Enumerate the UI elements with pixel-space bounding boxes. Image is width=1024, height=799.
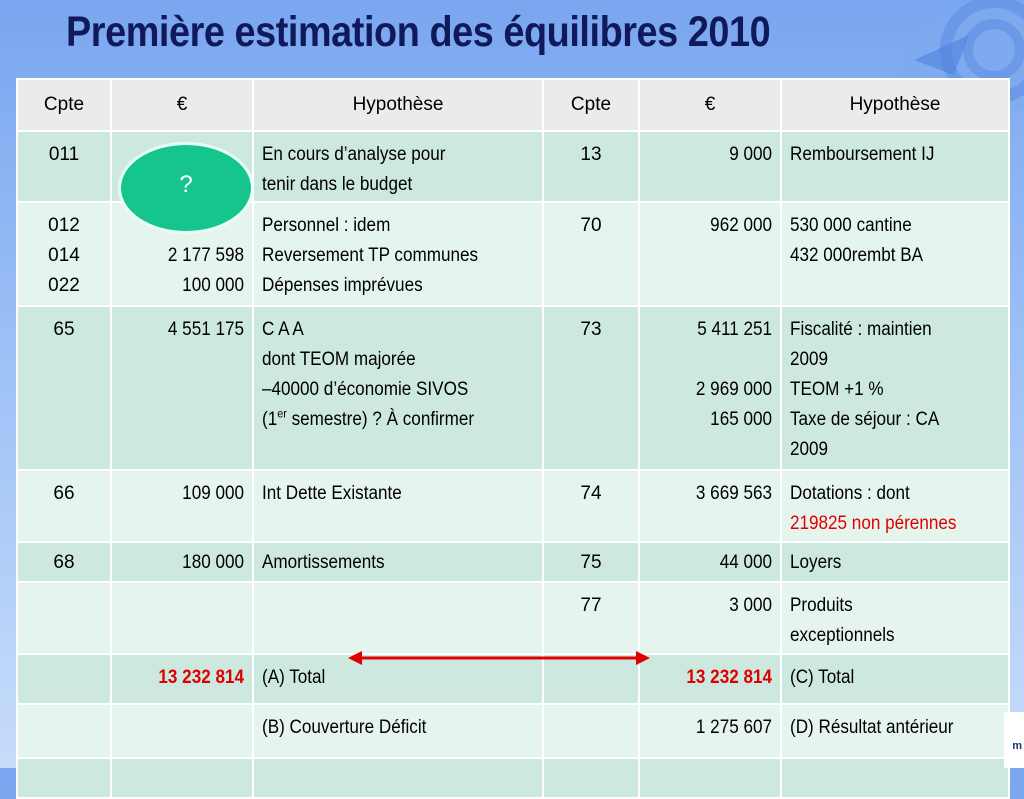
cell-euro-right: 3 000 — [638, 581, 782, 655]
cell-cpte-left — [16, 703, 112, 759]
cell-euro-right: 9 000 — [638, 130, 782, 203]
cell-cpte-right: 74 — [542, 469, 640, 543]
table-row: 66 109 000 Int Dette Existante 74 3 669 … — [16, 469, 1010, 543]
cell-hyp-left: En cours d’analyse pour tenir dans le bud… — [252, 130, 544, 203]
cell-hyp-right: (D) Résultat antérieur — [780, 703, 1010, 759]
table-row: 68 180 000 Amortissements 75 44 000 Loye… — [16, 541, 1010, 583]
cell-euro-left: 13 232 814 — [110, 653, 254, 705]
cell-hyp-left: Personnel : idem Reversement TP communes D… — [252, 201, 544, 307]
total-c-value: 13 232 814 — [686, 667, 772, 688]
cell-cpte-left — [16, 653, 112, 705]
cell-euro-right: 3 669 563 — [638, 469, 782, 543]
cell-hyp-right: Loyers — [780, 541, 1010, 583]
table-row — [16, 757, 1010, 799]
cell-cpte-left: 011 — [16, 130, 112, 203]
question-mark: ? — [179, 171, 193, 198]
question-oval: ? — [118, 142, 254, 234]
cell-euro-right: 13 232 814 — [638, 653, 782, 705]
cell-hyp-left — [252, 581, 544, 655]
cell-hyp-right: 530 000 cantine 432 000rembt BA — [780, 201, 1010, 307]
header-hypothese-left: Hypothèse — [252, 78, 544, 132]
cell-cpte-left: 66 — [16, 469, 112, 543]
page-title: Première estimation des équilibres 2010 — [66, 8, 771, 56]
header-euro-left: € — [110, 78, 254, 132]
cell-euro-right: 1 275 607 — [638, 703, 782, 759]
header-euro-right: € — [638, 78, 782, 132]
cell-euro-left — [110, 757, 254, 799]
cell-cpte-right — [542, 757, 640, 799]
cell-hyp-left — [252, 757, 544, 799]
table-header-row: Cpte € Hypothèse Cpte € Hypothèse — [16, 78, 1010, 132]
cell-hyp-right: Dotations : dont 219825 non pérennes — [780, 469, 1010, 543]
cell-euro-left — [110, 581, 254, 655]
cell-hyp-left: Amortissements — [252, 541, 544, 583]
total-a-value: 13 232 814 — [158, 667, 244, 688]
cell-cpte-left — [16, 757, 112, 799]
cell-euro-right: 962 000 — [638, 201, 782, 307]
cell-euro-left — [110, 703, 254, 759]
cell-cpte-right: 70 — [542, 201, 640, 307]
cell-hyp-right: Fiscalité : maintien 2009 TEOM +1 % Taxe de… — [780, 305, 1010, 471]
cell-euro-right: 5 411 251 2 969 000 165 000 — [638, 305, 782, 471]
cell-cpte-left: 012 014 022 — [16, 201, 112, 307]
cell-euro-left: 4 551 175 — [110, 305, 254, 471]
cell-cpte-right — [542, 703, 640, 759]
cell-cpte-right: 77 — [542, 581, 640, 655]
table-row: 65 4 551 175 C A A dont TEOM majorée –40… — [16, 305, 1010, 471]
cell-cpte-right — [542, 653, 640, 705]
table-row: 13 232 814 (A) Total 13 232 814 (C) Tota… — [16, 653, 1010, 705]
cell-hyp-left: (B) Couverture Déficit — [252, 703, 544, 759]
cell-hyp-right — [780, 757, 1010, 799]
table-row: 77 3 000 Produits exceptionnels — [16, 581, 1010, 655]
cell-cpte-right: 13 — [542, 130, 640, 203]
cell-euro-right: 44 000 — [638, 541, 782, 583]
cell-cpte-right: 75 — [542, 541, 640, 583]
table-row: 011 En cours d’analyse pour tenir dans le… — [16, 130, 1010, 203]
double-arrow-icon — [348, 651, 650, 665]
logo-fragment: m — [1004, 712, 1024, 768]
cell-hyp-left: Int Dette Existante — [252, 469, 544, 543]
table-row: (B) Couverture Déficit 1 275 607 (D) Rés… — [16, 703, 1010, 759]
cell-cpte-left: 65 — [16, 305, 112, 471]
cell-hyp-left: (A) Total — [252, 653, 544, 705]
cell-euro-left: 180 000 — [110, 541, 254, 583]
cell-hyp-right: Remboursement IJ — [780, 130, 1010, 203]
budget-table: Cpte € Hypothèse Cpte € Hypothèse 011 En… — [16, 78, 1010, 799]
cell-euro-left: 109 000 — [110, 469, 254, 543]
header-cpte-left: Cpte — [16, 78, 112, 132]
header-cpte-right: Cpte — [542, 78, 640, 132]
header-hypothese-right: Hypothèse — [780, 78, 1010, 132]
cell-cpte-right: 73 — [542, 305, 640, 471]
table-row: 012 014 022 2 177 598 100 000 Personnel : i… — [16, 201, 1010, 307]
cell-cpte-left: 68 — [16, 541, 112, 583]
cell-cpte-left — [16, 581, 112, 655]
cell-hyp-left: C A A dont TEOM majorée –40000 d’économi… — [252, 305, 544, 471]
cell-hyp-right: (C) Total — [780, 653, 1010, 705]
cell-euro-right — [638, 757, 782, 799]
cell-hyp-right: Produits exceptionnels — [780, 581, 1010, 655]
